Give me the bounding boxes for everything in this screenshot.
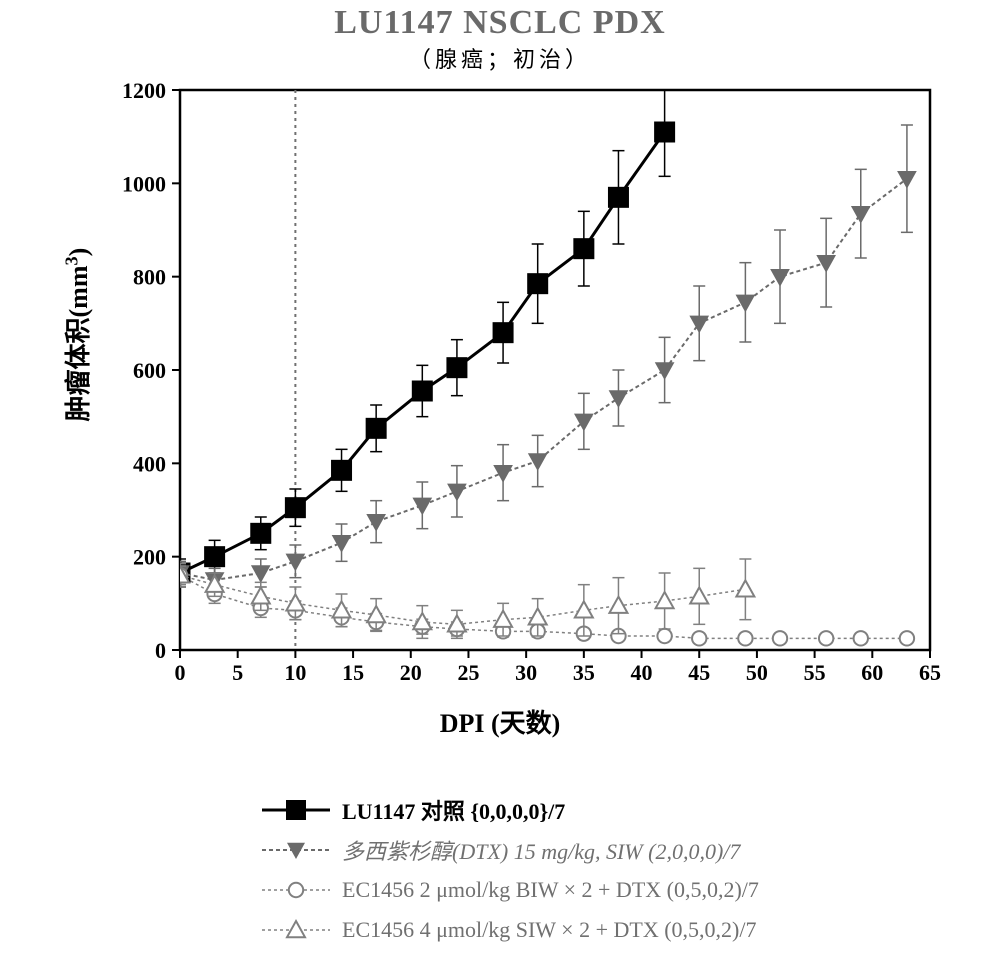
svg-text:800: 800: [133, 265, 166, 290]
legend-swatch: [260, 878, 332, 902]
page: LU1147 NSCLC PDX （腺癌；初治） 肿瘤体积(mm3) 0 5 10 1…: [0, 0, 1000, 976]
svg-text:25: 25: [457, 660, 479, 685]
svg-text:45: 45: [688, 660, 710, 685]
svg-text:1000: 1000: [122, 171, 166, 196]
svg-text:55: 55: [804, 660, 826, 685]
legend-item-ec1456_4: EC1456 4 μmol/kg SIW × 2 + DTX (0,5,0,2)…: [260, 910, 960, 950]
legend-item-ec1456_2: EC1456 2 μmol/kg BIW × 2 + DTX (0,5,0,2)…: [260, 870, 960, 910]
legend-label: 多西紫杉醇(DTX) 15 mg/kg, SIW (2,0,0,0)/7: [342, 834, 740, 866]
legend-swatch: [260, 838, 332, 862]
y-axis-label: 肿瘤体积(mm3): [58, 248, 95, 422]
chart-title: LU1147 NSCLC PDX: [0, 4, 1000, 42]
svg-text:600: 600: [133, 358, 166, 383]
chart-area: 肿瘤体积(mm3) 0 5 10 15 20 25 30 35 40 45 50 55 60 65 0 200…: [50, 80, 950, 740]
chart-svg: 0 5 10 15 20 25 30 35 40 45 50 55 60 65 0 200 400 600 800 1…: [50, 80, 950, 740]
svg-text:65: 65: [919, 660, 941, 685]
chart-subtitle: （腺癌；初治）: [0, 42, 1000, 74]
svg-text:35: 35: [573, 660, 595, 685]
svg-text:200: 200: [133, 545, 166, 570]
svg-text:30: 30: [515, 660, 537, 685]
legend-item-control: LU1147 对照 {0,0,0,0}/7: [260, 790, 960, 830]
legend-label: EC1456 4 μmol/kg SIW × 2 + DTX (0,5,0,2)…: [342, 917, 756, 943]
svg-text:400: 400: [133, 451, 166, 476]
legend-swatch: [260, 918, 332, 942]
svg-text:0: 0: [175, 660, 186, 685]
legend-item-dtx: 多西紫杉醇(DTX) 15 mg/kg, SIW (2,0,0,0)/7: [260, 830, 960, 870]
legend-label: EC1456 2 μmol/kg BIW × 2 + DTX (0,5,0,2)…: [342, 877, 759, 903]
title-block: LU1147 NSCLC PDX （腺癌；初治）: [0, 4, 1000, 74]
legend-swatch: [260, 798, 332, 822]
svg-text:50: 50: [746, 660, 768, 685]
svg-text:60: 60: [861, 660, 883, 685]
svg-text:10: 10: [284, 660, 306, 685]
svg-text:0: 0: [155, 638, 166, 663]
svg-text:20: 20: [400, 660, 422, 685]
x-axis-label: DPI (天数): [50, 703, 950, 740]
svg-text:15: 15: [342, 660, 364, 685]
svg-text:40: 40: [631, 660, 653, 685]
svg-text:1200: 1200: [122, 80, 166, 103]
legend-label: LU1147 对照 {0,0,0,0}/7: [342, 794, 565, 826]
svg-text:5: 5: [232, 660, 243, 685]
legend: LU1147 对照 {0,0,0,0}/7 多西紫杉醇(DTX) 15 mg/kg…: [260, 790, 960, 950]
